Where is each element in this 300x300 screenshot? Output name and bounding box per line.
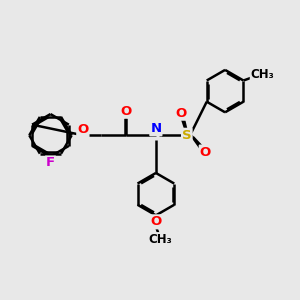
Text: F: F — [46, 157, 55, 169]
Text: O: O — [150, 215, 161, 228]
Text: CH₃: CH₃ — [148, 233, 172, 246]
Text: S: S — [182, 129, 192, 142]
Text: O: O — [200, 146, 211, 159]
Text: O: O — [121, 105, 132, 118]
Text: CH₃: CH₃ — [251, 68, 274, 81]
Text: N: N — [150, 122, 161, 135]
Text: O: O — [175, 107, 187, 120]
Text: O: O — [77, 124, 88, 136]
